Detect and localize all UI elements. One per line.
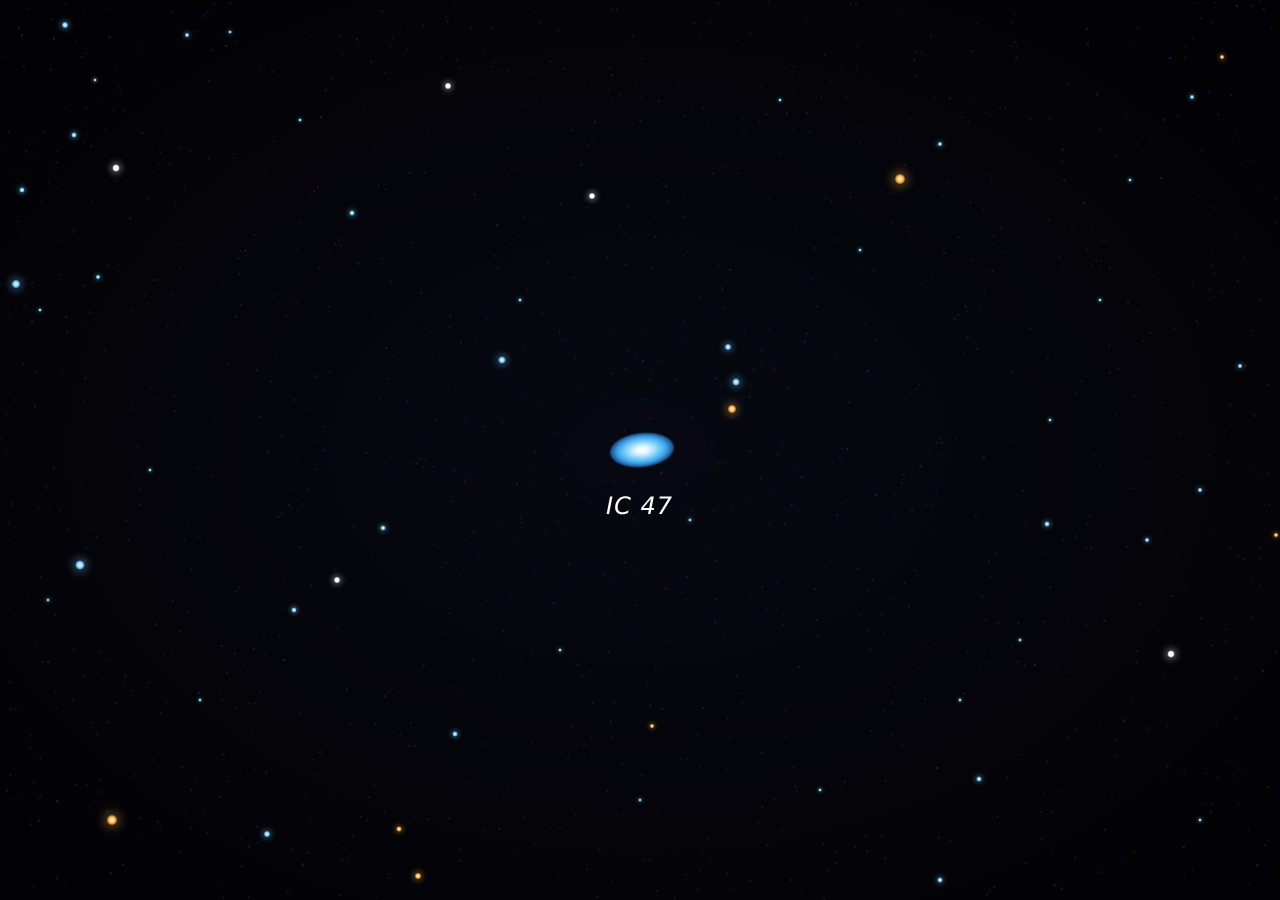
star bbox=[732, 378, 740, 386]
star bbox=[452, 731, 458, 737]
star bbox=[264, 831, 270, 837]
star bbox=[71, 132, 77, 138]
star bbox=[895, 174, 905, 184]
star bbox=[589, 193, 595, 199]
star bbox=[62, 22, 68, 28]
star bbox=[688, 518, 692, 522]
star bbox=[938, 142, 942, 146]
star bbox=[638, 798, 642, 802]
star bbox=[107, 815, 117, 825]
object-label: IC 47 bbox=[606, 492, 674, 520]
star bbox=[96, 275, 100, 279]
star bbox=[445, 83, 451, 89]
star bbox=[650, 724, 654, 728]
star bbox=[937, 877, 943, 883]
star bbox=[12, 280, 20, 288]
star bbox=[1190, 95, 1194, 99]
star bbox=[1198, 488, 1202, 492]
star bbox=[818, 788, 822, 792]
star bbox=[396, 826, 402, 832]
star bbox=[1274, 533, 1278, 537]
star bbox=[1098, 298, 1102, 302]
star bbox=[725, 344, 731, 350]
star bbox=[1238, 364, 1242, 368]
star bbox=[498, 356, 506, 364]
star bbox=[46, 598, 50, 602]
star bbox=[1167, 650, 1175, 658]
star bbox=[198, 698, 202, 702]
star bbox=[976, 776, 982, 782]
star bbox=[148, 468, 152, 472]
star bbox=[380, 525, 386, 531]
star bbox=[298, 118, 302, 122]
star bbox=[858, 248, 862, 252]
star bbox=[112, 164, 120, 172]
star bbox=[958, 698, 962, 702]
star bbox=[228, 30, 232, 34]
star bbox=[1048, 418, 1052, 422]
star bbox=[558, 648, 562, 652]
star bbox=[518, 298, 522, 302]
star bbox=[1044, 521, 1050, 527]
star bbox=[75, 560, 85, 570]
star bbox=[1220, 55, 1224, 59]
star bbox=[1128, 178, 1132, 182]
star bbox=[415, 873, 421, 879]
star bbox=[291, 607, 297, 613]
star bbox=[38, 308, 42, 312]
star bbox=[728, 405, 736, 413]
star bbox=[1145, 538, 1149, 542]
star bbox=[778, 98, 782, 102]
star bbox=[19, 187, 25, 193]
star bbox=[185, 33, 189, 37]
star bbox=[1198, 818, 1202, 822]
star bbox=[93, 78, 97, 82]
star bbox=[1018, 638, 1022, 642]
star bbox=[349, 210, 355, 216]
star bbox=[334, 577, 340, 583]
